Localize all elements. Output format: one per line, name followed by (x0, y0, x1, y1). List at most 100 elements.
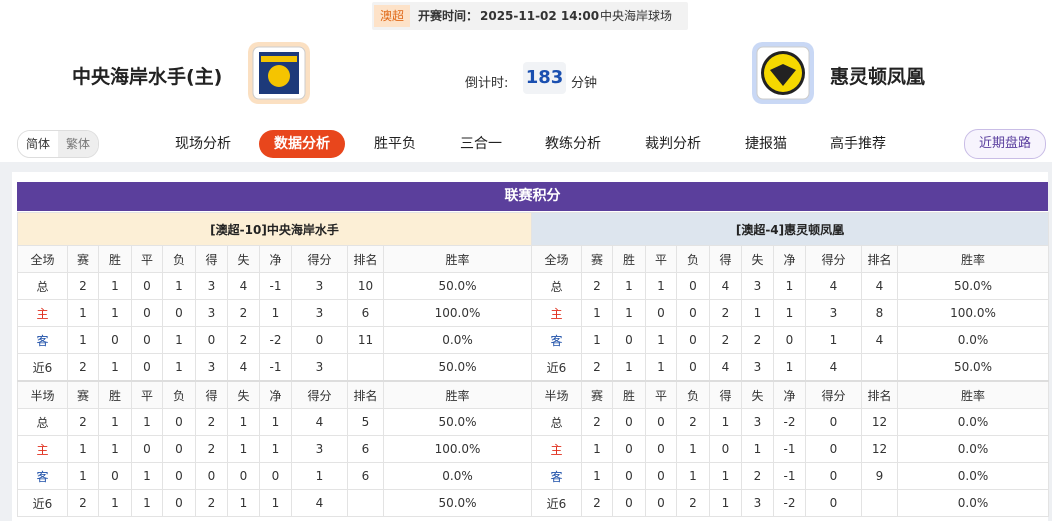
row-label: 主 (17, 299, 68, 327)
nav-tab[interactable]: 数据分析 (259, 130, 345, 158)
cell: 3 (741, 408, 774, 436)
column-header-row: 半场赛胜平负得失净得分 排名 胜率 (531, 380, 1049, 409)
cell: 2 (67, 353, 99, 382)
column-header: 全场 (17, 245, 68, 273)
cell: 5 (347, 408, 384, 436)
cell: 4 (861, 272, 898, 300)
cell: 1 (676, 462, 710, 490)
cell: 4 (709, 272, 742, 300)
side-button[interactable]: 近期盘路 (964, 129, 1046, 159)
nav-tab[interactable]: 胜平负 (374, 136, 416, 152)
column-header: 失 (227, 380, 260, 409)
cell: 0 (805, 435, 862, 463)
cell: 2 (67, 489, 99, 517)
cell: 4 (805, 272, 862, 300)
cell: -1 (773, 462, 806, 490)
cell: 50.0% (383, 408, 532, 436)
cell: 0 (805, 462, 862, 490)
column-header: 得分 (805, 380, 862, 409)
cell: 10 (347, 272, 384, 300)
column-header: 得 (195, 380, 228, 409)
home-team: 中央海岸水手(主) (72, 66, 223, 88)
cell: 1 (709, 489, 742, 517)
language-option[interactable]: 繁体 (58, 131, 98, 157)
column-header: 净 (773, 245, 806, 273)
column-header: 胜 (612, 380, 646, 409)
cell: 0.0% (897, 326, 1049, 354)
column-header-row: 全场赛胜平负得失净得分 排名 胜率 (531, 245, 1049, 273)
cell: 3 (741, 272, 774, 300)
column-header: 负 (162, 380, 196, 409)
cell: 6 (347, 435, 384, 463)
nav-tab[interactable]: 裁判分析 (645, 136, 701, 152)
cell: 4 (291, 489, 348, 517)
cell: 1 (98, 272, 132, 300)
column-header-row: 半场赛胜平负得失净得分 排名 胜率 (17, 380, 532, 409)
cell: 0 (612, 326, 646, 354)
nav-tab[interactable]: 高手推荐 (830, 136, 886, 152)
cell: 2 (709, 326, 742, 354)
row-label: 客 (17, 462, 68, 490)
cell: 12 (861, 408, 898, 436)
column-header: 胜 (98, 245, 132, 273)
data-row: 总 2 1 0 1 3 4 -1 3 10 50.0% (17, 272, 532, 300)
cell: 4 (227, 353, 260, 382)
cell: 50.0% (383, 353, 532, 382)
cell: 2 (581, 353, 613, 382)
column-header: 得 (195, 245, 228, 273)
nav-tab[interactable]: 教练分析 (545, 136, 601, 152)
row-label: 总 (17, 272, 68, 300)
column-header: 胜率 (897, 245, 1049, 273)
league-tag[interactable]: 澳超 (374, 5, 411, 27)
cell: 2 (67, 408, 99, 436)
nav-tab[interactable]: 现场分析 (175, 136, 231, 152)
column-header: 得分 (291, 245, 348, 273)
cell: 1 (131, 462, 163, 490)
cell: -2 (773, 408, 806, 436)
cell: 1 (98, 435, 132, 463)
cell: 0 (612, 462, 646, 490)
row-label: 近6 (531, 353, 582, 382)
row-label: 近6 (17, 489, 68, 517)
data-row: 近6 2 1 1 0 2 1 1 4 50.0% (17, 489, 532, 517)
team-header-row: [澳超-10]中央海岸水手 (17, 212, 532, 246)
language-option[interactable]: 简体 (18, 131, 58, 157)
cell: 0 (645, 435, 677, 463)
cell: 1 (162, 272, 196, 300)
cell: 0.0% (897, 408, 1049, 436)
cell: 4 (227, 272, 260, 300)
cell: 0 (162, 408, 196, 436)
cell: 1 (227, 435, 260, 463)
cell: -1 (259, 353, 292, 382)
cell: 3 (741, 489, 774, 517)
standings-table: [澳超-4]惠灵顿凤凰 全场赛胜平负得失净得分 排名 胜率总 2 1 1 0 4 3 1 4 4 50.0… (531, 212, 1049, 517)
data-row: 总 2 0 0 2 1 3 -2 0 12 0.0% (531, 408, 1049, 436)
cell: 3 (291, 435, 348, 463)
column-header: 净 (259, 245, 292, 273)
column-header: 胜率 (897, 380, 1049, 409)
cell: 3 (805, 299, 862, 327)
data-row: 近6 2 1 0 1 3 4 -1 3 50.0% (17, 353, 532, 382)
cell: 1 (741, 435, 774, 463)
cell: 1 (645, 272, 677, 300)
cell: 2 (581, 489, 613, 517)
cell: 2 (709, 299, 742, 327)
cell: 1 (581, 326, 613, 354)
cell: 1 (612, 353, 646, 382)
cell: 11 (347, 326, 384, 354)
cell: 0 (131, 326, 163, 354)
cell: 100.0% (897, 299, 1049, 327)
row-label: 客 (17, 326, 68, 354)
cell: 0 (805, 408, 862, 436)
cell: 1 (773, 299, 806, 327)
cell: 12 (861, 435, 898, 463)
column-header: 负 (676, 245, 710, 273)
cell: 9 (861, 462, 898, 490)
nav-tab[interactable]: 三合一 (460, 136, 502, 152)
cell: 2 (227, 326, 260, 354)
nav-tab[interactable]: 捷报猫 (745, 136, 787, 152)
column-header: 排名 (861, 245, 898, 273)
cell: 6 (347, 462, 384, 490)
cell: 0 (645, 299, 677, 327)
